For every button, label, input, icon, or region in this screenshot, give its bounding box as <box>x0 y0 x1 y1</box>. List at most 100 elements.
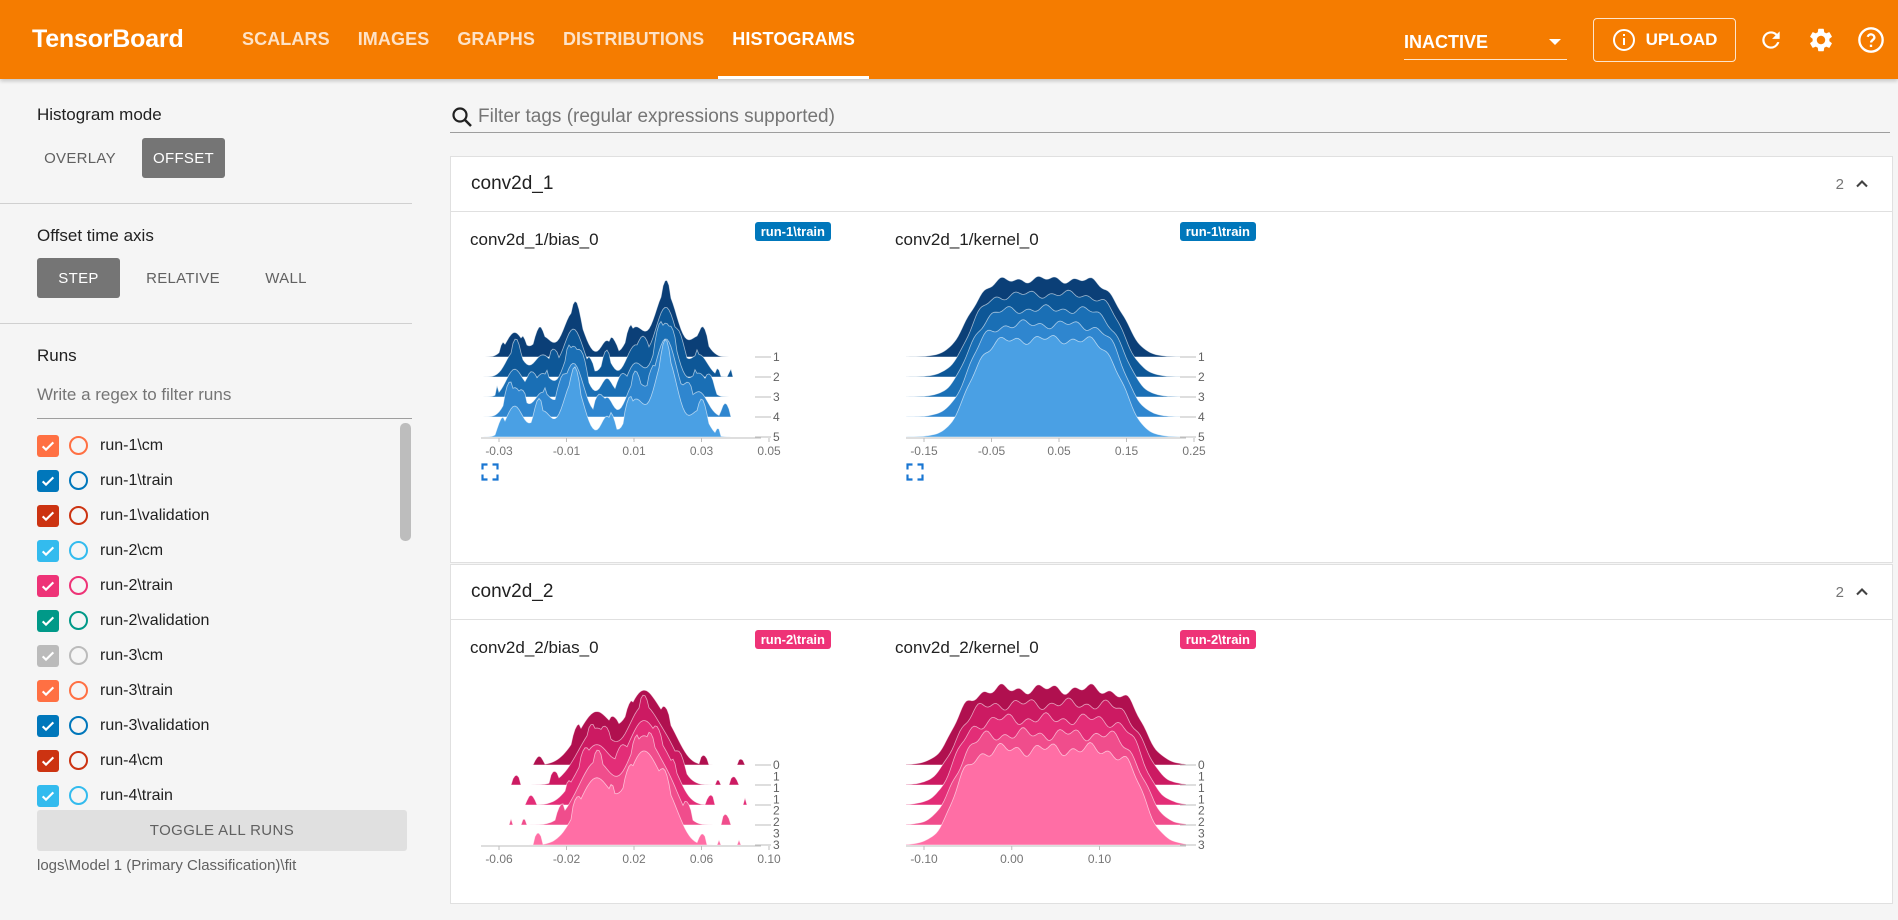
step-button[interactable]: STEP <box>37 258 120 298</box>
section-count: 2 <box>1835 583 1844 601</box>
run-checkbox[interactable] <box>37 434 59 457</box>
toggle-all-runs-button[interactable]: TOGGLE ALL RUNS <box>37 810 407 851</box>
run-checkbox[interactable] <box>37 679 59 702</box>
run-badge: run-2\train <box>1179 630 1256 649</box>
runs-title: Runs <box>37 346 77 365</box>
run-row[interactable]: run-4\cm <box>37 743 402 778</box>
settings-button[interactable] <box>1806 25 1836 55</box>
histogram-chart: conv2d_1/kernel_0 run-1\train 1 2 3 4 5 -0.15 -0… <box>876 212 1276 512</box>
tab-images[interactable]: IMAGES <box>357 29 430 49</box>
run-row[interactable]: run-1\train <box>37 463 402 498</box>
histogram-plot[interactable]: 1 2 3 4 5 -0.15 -0.05 0.05 0.15 0.25 <box>876 252 1256 472</box>
logdir-path: logs\Model 1 (Primary Classification)\fi… <box>37 857 297 874</box>
checkmark-icon <box>41 651 55 661</box>
relative-button[interactable]: RELATIVE <box>146 269 220 287</box>
run-color-circle[interactable] <box>69 506 88 525</box>
run-checkbox[interactable] <box>37 644 59 667</box>
checkmark-icon <box>41 476 55 486</box>
section-count: 2 <box>1835 175 1844 193</box>
section-title: conv2d_1 <box>471 173 554 194</box>
run-checkbox[interactable] <box>37 574 59 597</box>
run-label: run-3\train <box>100 681 173 699</box>
help-icon <box>1858 26 1884 53</box>
histogram-ridge <box>481 306 761 378</box>
histogram-chart: conv2d_2/kernel_0 run-2\train 0 1 1 1 2 2 3 3 -0.1… <box>876 620 1276 920</box>
reload-button[interactable] <box>1756 25 1786 55</box>
y-tick-label: 0 <box>773 758 780 772</box>
histogram-ridge <box>481 338 761 438</box>
histogram-plot[interactable]: 1 2 3 4 5 -0.03 -0.01 0.01 0.03 0.05 <box>451 252 831 472</box>
run-checkbox[interactable] <box>37 749 59 772</box>
checkmark-icon <box>41 791 55 801</box>
y-tick-label: 1 <box>773 792 780 806</box>
tab-histograms[interactable]: HISTOGRAMS <box>718 0 869 79</box>
tag-filter-input[interactable]: Filter tags (regular expressions support… <box>450 101 1890 133</box>
run-row[interactable]: run-1\cm <box>37 428 402 463</box>
y-tick-label: 1 <box>773 769 780 783</box>
info-icon <box>1612 28 1635 51</box>
upload-button[interactable]: UPLOAD <box>1593 17 1736 62</box>
tab-graphs[interactable]: GRAPHS <box>457 29 535 49</box>
y-tick-label: 1 <box>1198 769 1205 783</box>
run-row[interactable]: run-3\validation <box>37 708 402 743</box>
checkmark-icon <box>41 756 55 766</box>
run-color-circle[interactable] <box>69 646 88 665</box>
run-checkbox[interactable] <box>37 714 59 737</box>
run-checkbox[interactable] <box>37 784 59 807</box>
run-color-circle[interactable] <box>69 611 88 630</box>
run-color-circle[interactable] <box>69 436 88 455</box>
run-label: run-4\cm <box>100 751 164 769</box>
y-tick-label: 1 <box>1198 350 1205 364</box>
histogram-ridge <box>481 720 761 806</box>
x-tick-label: -0.01 <box>553 444 581 458</box>
runs-filter-input[interactable]: Write a regex to filter runs <box>37 385 412 419</box>
time-axis-title: Offset time axis <box>37 226 154 245</box>
run-checkbox[interactable] <box>37 469 59 492</box>
overlay-button[interactable]: OVERLAY <box>44 149 116 167</box>
run-checkbox[interactable] <box>37 539 59 562</box>
fullscreen-button[interactable] <box>480 462 500 487</box>
run-badge: run-1\train <box>754 222 831 241</box>
tab-distributions[interactable]: DISTRIBUTIONS <box>562 29 705 49</box>
tab-scalars[interactable]: SCALARS <box>242 29 330 49</box>
x-tick-label: 0.06 <box>690 852 714 866</box>
inactive-dashboard-select[interactable]: INACTIVE <box>1404 26 1567 60</box>
y-tick-label: 3 <box>1198 390 1205 404</box>
run-checkbox[interactable] <box>37 504 59 527</box>
run-color-circle[interactable] <box>69 681 88 700</box>
histogram-chart: conv2d_2/bias_0 run-2\train 0 1 1 1 2 2 3 3 -0.06-… <box>451 620 851 920</box>
wall-button[interactable]: WALL <box>265 269 307 287</box>
x-tick-label: -0.05 <box>978 444 1006 458</box>
search-icon <box>452 106 472 127</box>
dashboard-tabs: SCALARS IMAGES GRAPHS DISTRIBUTIONS HIST… <box>228 0 869 79</box>
section-header[interactable]: conv2d_2 2 <box>451 565 1892 620</box>
offset-button[interactable]: OFFSET <box>142 138 225 178</box>
help-button[interactable] <box>1856 25 1886 55</box>
run-color-circle[interactable] <box>69 716 88 735</box>
run-color-circle[interactable] <box>69 471 88 490</box>
run-color-circle[interactable] <box>69 786 88 805</box>
run-row[interactable]: run-2\validation <box>37 603 402 638</box>
histogram-tag-title: conv2d_1/bias_0 <box>470 230 599 249</box>
fullscreen-button[interactable] <box>905 462 925 487</box>
run-row[interactable]: run-1\validation <box>37 498 402 533</box>
run-color-circle[interactable] <box>69 576 88 595</box>
y-tick-label: 3 <box>1198 838 1205 852</box>
run-checkbox[interactable] <box>37 609 59 632</box>
run-color-circle[interactable] <box>69 751 88 770</box>
runs-scrollbar[interactable] <box>400 423 411 541</box>
run-row[interactable]: run-2\cm <box>37 533 402 568</box>
y-tick-label: 5 <box>1198 430 1205 444</box>
run-row[interactable]: run-2\train <box>37 568 402 603</box>
histogram-ridge <box>481 731 761 826</box>
tag-section-card: conv2d_2 2 conv2d_2/bias_0 run-2\train 0 1 1… <box>450 564 1893 904</box>
section-header[interactable]: conv2d_1 2 <box>451 157 1892 212</box>
y-tick-label: 2 <box>1198 370 1205 384</box>
run-row[interactable]: run-4\train <box>37 778 402 808</box>
run-row[interactable]: run-3\cm <box>37 638 402 673</box>
run-row[interactable]: run-3\train <box>37 673 402 708</box>
x-tick-label: 0.02 <box>622 852 646 866</box>
run-color-circle[interactable] <box>69 541 88 560</box>
